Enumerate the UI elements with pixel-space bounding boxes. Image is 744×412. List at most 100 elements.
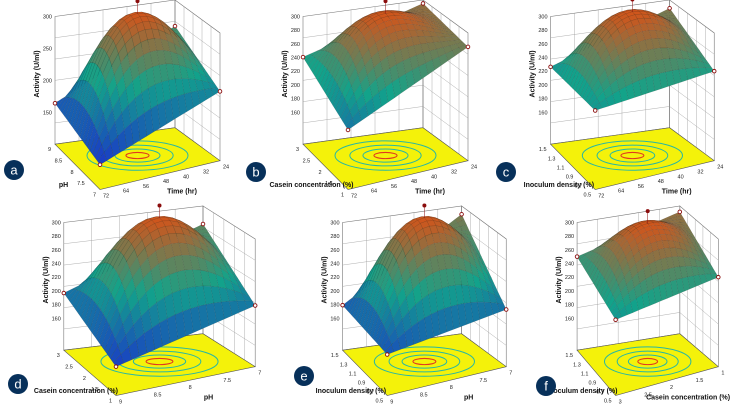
y-tick-label: 56 <box>638 184 644 190</box>
surface-patch <box>470 301 480 323</box>
surface-patch <box>425 59 435 75</box>
surface-patch <box>685 67 695 81</box>
surface-patch <box>417 317 428 343</box>
design-point <box>217 89 223 94</box>
y-tick-label: 40 <box>678 174 684 180</box>
floor-contour <box>603 346 692 377</box>
z-tick-label: 200 <box>565 289 574 295</box>
z-tick-label: 240 <box>52 262 61 268</box>
panel-c: 300 280 260 240 220 200 180 160 Activity (U/ml) 1… <box>496 0 723 200</box>
surface-patch <box>691 67 702 78</box>
floor-contour <box>334 140 437 171</box>
y-tick-label: 8.5 <box>420 392 428 398</box>
z-tick-label: 300 <box>52 220 61 226</box>
x-tick-label: 7.5 <box>77 181 85 187</box>
z-tick-label: 300 <box>291 14 300 20</box>
y-tick-label: 48 <box>163 179 169 185</box>
x-tick-label: 0.9 <box>358 380 366 386</box>
panel-badge-label: d <box>14 377 21 392</box>
design-point <box>252 303 258 308</box>
z-tick-label: 260 <box>565 248 574 254</box>
x-tick-label: 1.1 <box>557 165 565 171</box>
x-tick-label: 1.5 <box>539 147 547 153</box>
surface-patch <box>177 93 187 117</box>
x-tick-label: 0.9 <box>566 174 574 180</box>
floor-contour <box>627 354 668 369</box>
y-tick-label: 32 <box>697 169 703 175</box>
y-tick-label: 24 <box>717 165 723 171</box>
panel-badge <box>8 374 28 394</box>
z-tick-label: 160 <box>52 316 61 322</box>
panel-f: 300 280 260 240 220 200 180 160 Activity (U/ml) 1… <box>536 205 730 406</box>
y-tick-label: 9 <box>119 400 122 406</box>
surface-patch <box>412 66 422 85</box>
z-tick-label: 240 <box>330 262 339 268</box>
surface-patch <box>641 291 650 309</box>
z-tick-label: 160 <box>291 110 300 116</box>
y-axis-label: Casein concentration (%) <box>646 395 730 402</box>
z-tick-label: 240 <box>565 262 574 268</box>
surface-patch <box>693 274 702 287</box>
x-tick-label: 0.7 <box>596 389 604 395</box>
panel-badge <box>4 160 24 180</box>
z-tick-label: 280 <box>565 234 574 240</box>
x-tick-label: 1.5 <box>325 181 333 187</box>
surface-patch <box>130 117 141 145</box>
y-tick-label: 72 <box>351 194 357 200</box>
y-axis-label: Time (hr) <box>662 189 692 196</box>
y-tick-label: 32 <box>451 169 457 175</box>
surface-patch <box>430 311 441 338</box>
z-tick-label: 180 <box>330 303 339 309</box>
panel-d: 300 280 260 240 220 200 180 160 Activity (U/ml) 3… <box>8 203 261 406</box>
surface-patch <box>625 83 636 100</box>
panel-badge <box>294 366 314 386</box>
surface-patch <box>150 104 161 133</box>
z-tick-label: 280 <box>291 28 300 34</box>
x-axis-label: Casein concentration (%) <box>269 182 353 189</box>
floor-contour <box>349 144 422 167</box>
design-point-peak <box>645 209 650 214</box>
design-point <box>503 307 509 312</box>
surface-patch <box>463 302 474 325</box>
y-tick-label: 72 <box>103 194 109 200</box>
panel-badge-label: f <box>544 379 548 394</box>
z-tick-label: 240 <box>538 56 547 62</box>
z-tick-label: 220 <box>52 275 61 281</box>
x-tick-label: 1.3 <box>340 362 348 368</box>
z-axis-label: Activity (U/ml) <box>282 50 289 97</box>
x-tick-label: 8.5 <box>55 159 63 165</box>
x-axis-label: pH <box>59 182 68 189</box>
z-tick-label: 220 <box>291 69 300 75</box>
surface-patch <box>159 318 171 347</box>
surface-patch <box>164 98 174 125</box>
surface-patch <box>424 314 434 340</box>
surface-patch <box>444 306 454 333</box>
surface-patch <box>197 89 207 104</box>
surface-patch <box>437 308 447 335</box>
floor-contour-peak <box>620 151 645 160</box>
x-tick-label: 1 <box>109 399 112 405</box>
surface-patch <box>398 73 409 94</box>
surface-patch <box>636 294 645 311</box>
z-tick-label: 180 <box>291 97 300 103</box>
x-tick-label: 1.1 <box>349 371 357 377</box>
y-tick-label: 64 <box>371 189 377 195</box>
z-tick-label: 280 <box>538 28 547 34</box>
y-tick-label: 2 <box>670 385 673 391</box>
y-tick-label: 7.5 <box>479 378 487 384</box>
y-tick-label: 48 <box>411 179 417 185</box>
y-tick-label: 40 <box>431 174 437 180</box>
design-point <box>200 221 206 227</box>
design-point <box>711 68 717 74</box>
design-point <box>340 302 345 308</box>
y-axis-label: pH <box>204 395 213 402</box>
surface-patch <box>483 301 494 318</box>
surface-patch <box>445 50 455 61</box>
surface-patch <box>698 67 708 76</box>
surface-patch <box>174 311 186 340</box>
y-tick-label: 64 <box>618 189 624 195</box>
design-point <box>113 364 119 369</box>
response-surface <box>576 211 719 320</box>
z-tick-label: 280 <box>330 234 339 240</box>
